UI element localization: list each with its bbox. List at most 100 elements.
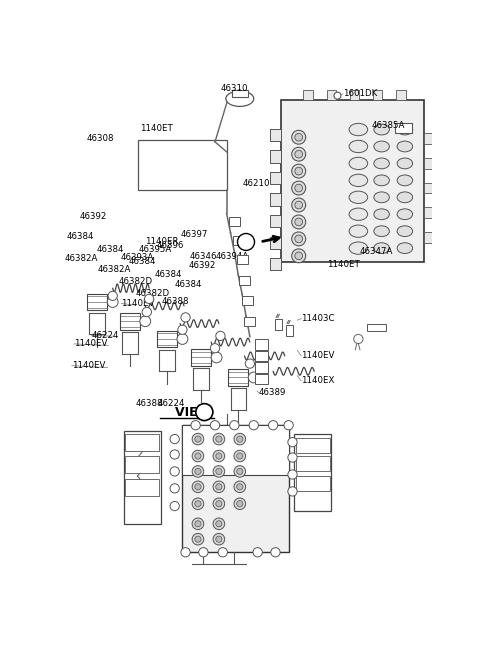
Ellipse shape xyxy=(397,124,413,135)
Ellipse shape xyxy=(374,175,389,186)
Ellipse shape xyxy=(292,232,306,246)
Circle shape xyxy=(192,450,204,462)
Bar xyxy=(294,434,331,512)
Text: 46382A: 46382A xyxy=(97,265,131,274)
Text: 1140EV: 1140EV xyxy=(72,361,105,370)
Ellipse shape xyxy=(349,123,368,136)
Circle shape xyxy=(170,501,180,510)
Circle shape xyxy=(253,548,262,557)
Ellipse shape xyxy=(349,174,368,186)
Bar xyxy=(255,362,268,373)
Text: 46382D: 46382D xyxy=(119,277,153,286)
Text: 46382A: 46382A xyxy=(64,253,98,262)
Bar xyxy=(244,317,255,326)
Text: 1140EV: 1140EV xyxy=(301,351,335,360)
Ellipse shape xyxy=(295,167,302,175)
Ellipse shape xyxy=(349,140,368,153)
Bar xyxy=(286,325,292,336)
Circle shape xyxy=(170,483,180,493)
Bar xyxy=(125,479,159,496)
Circle shape xyxy=(216,453,222,459)
Text: 46385A: 46385A xyxy=(372,121,405,130)
Ellipse shape xyxy=(292,131,306,144)
Ellipse shape xyxy=(349,208,368,220)
Ellipse shape xyxy=(374,192,389,203)
Circle shape xyxy=(213,466,225,477)
Text: 1601DK: 1601DK xyxy=(343,89,377,98)
Bar xyxy=(270,237,281,249)
Text: 46397: 46397 xyxy=(181,230,208,239)
Bar xyxy=(125,434,159,451)
Text: 46394A: 46394A xyxy=(216,252,249,261)
Bar xyxy=(367,323,385,331)
Text: 46384: 46384 xyxy=(129,257,156,266)
Bar xyxy=(281,100,424,262)
Circle shape xyxy=(213,450,225,462)
Text: 46210: 46210 xyxy=(242,179,270,188)
Bar xyxy=(296,438,330,453)
Text: 46310: 46310 xyxy=(220,85,248,93)
Ellipse shape xyxy=(397,243,413,253)
Ellipse shape xyxy=(397,141,413,152)
Ellipse shape xyxy=(295,218,302,226)
Circle shape xyxy=(213,481,225,493)
Ellipse shape xyxy=(292,249,306,263)
Bar xyxy=(87,293,107,310)
Circle shape xyxy=(234,466,246,477)
Circle shape xyxy=(284,420,293,430)
Ellipse shape xyxy=(292,198,306,212)
Circle shape xyxy=(181,313,190,322)
Ellipse shape xyxy=(374,141,389,152)
Bar xyxy=(424,158,432,169)
Bar xyxy=(123,432,161,523)
Circle shape xyxy=(142,308,152,317)
Ellipse shape xyxy=(292,164,306,178)
Text: 1140EV: 1140EV xyxy=(74,339,108,348)
Circle shape xyxy=(237,436,243,442)
Bar xyxy=(255,339,268,350)
Text: 46388: 46388 xyxy=(135,398,163,407)
Ellipse shape xyxy=(349,225,368,237)
Circle shape xyxy=(192,434,204,445)
Circle shape xyxy=(234,481,246,493)
Circle shape xyxy=(195,453,201,459)
Bar xyxy=(233,236,244,245)
Circle shape xyxy=(354,335,363,344)
Circle shape xyxy=(140,316,151,327)
Bar xyxy=(255,350,268,361)
Circle shape xyxy=(211,352,222,363)
Text: 46389: 46389 xyxy=(259,388,287,398)
Text: 46384: 46384 xyxy=(175,280,202,289)
Text: 46347A: 46347A xyxy=(360,247,393,256)
Bar xyxy=(242,296,253,305)
Text: 46346: 46346 xyxy=(190,252,217,261)
Circle shape xyxy=(192,533,204,545)
Text: 1140EX: 1140EX xyxy=(301,377,335,385)
Text: 46382D: 46382D xyxy=(135,289,169,298)
Circle shape xyxy=(234,450,246,462)
Circle shape xyxy=(195,436,201,442)
Bar xyxy=(296,476,330,491)
Circle shape xyxy=(191,420,200,430)
Circle shape xyxy=(216,483,222,490)
Bar xyxy=(270,215,281,228)
Ellipse shape xyxy=(295,184,302,192)
Ellipse shape xyxy=(295,252,302,260)
Circle shape xyxy=(216,331,225,340)
Bar xyxy=(182,425,289,552)
Circle shape xyxy=(195,536,201,543)
Circle shape xyxy=(213,498,225,510)
Text: A: A xyxy=(200,407,208,417)
Circle shape xyxy=(234,498,246,510)
Circle shape xyxy=(213,434,225,445)
Text: 1140ET: 1140ET xyxy=(327,260,360,269)
Circle shape xyxy=(288,470,297,479)
Ellipse shape xyxy=(397,158,413,169)
Circle shape xyxy=(216,521,222,527)
Circle shape xyxy=(218,548,228,557)
Text: 46384: 46384 xyxy=(67,232,94,241)
Bar xyxy=(396,89,406,100)
Bar xyxy=(232,89,248,97)
Bar xyxy=(229,216,240,226)
Ellipse shape xyxy=(397,175,413,186)
